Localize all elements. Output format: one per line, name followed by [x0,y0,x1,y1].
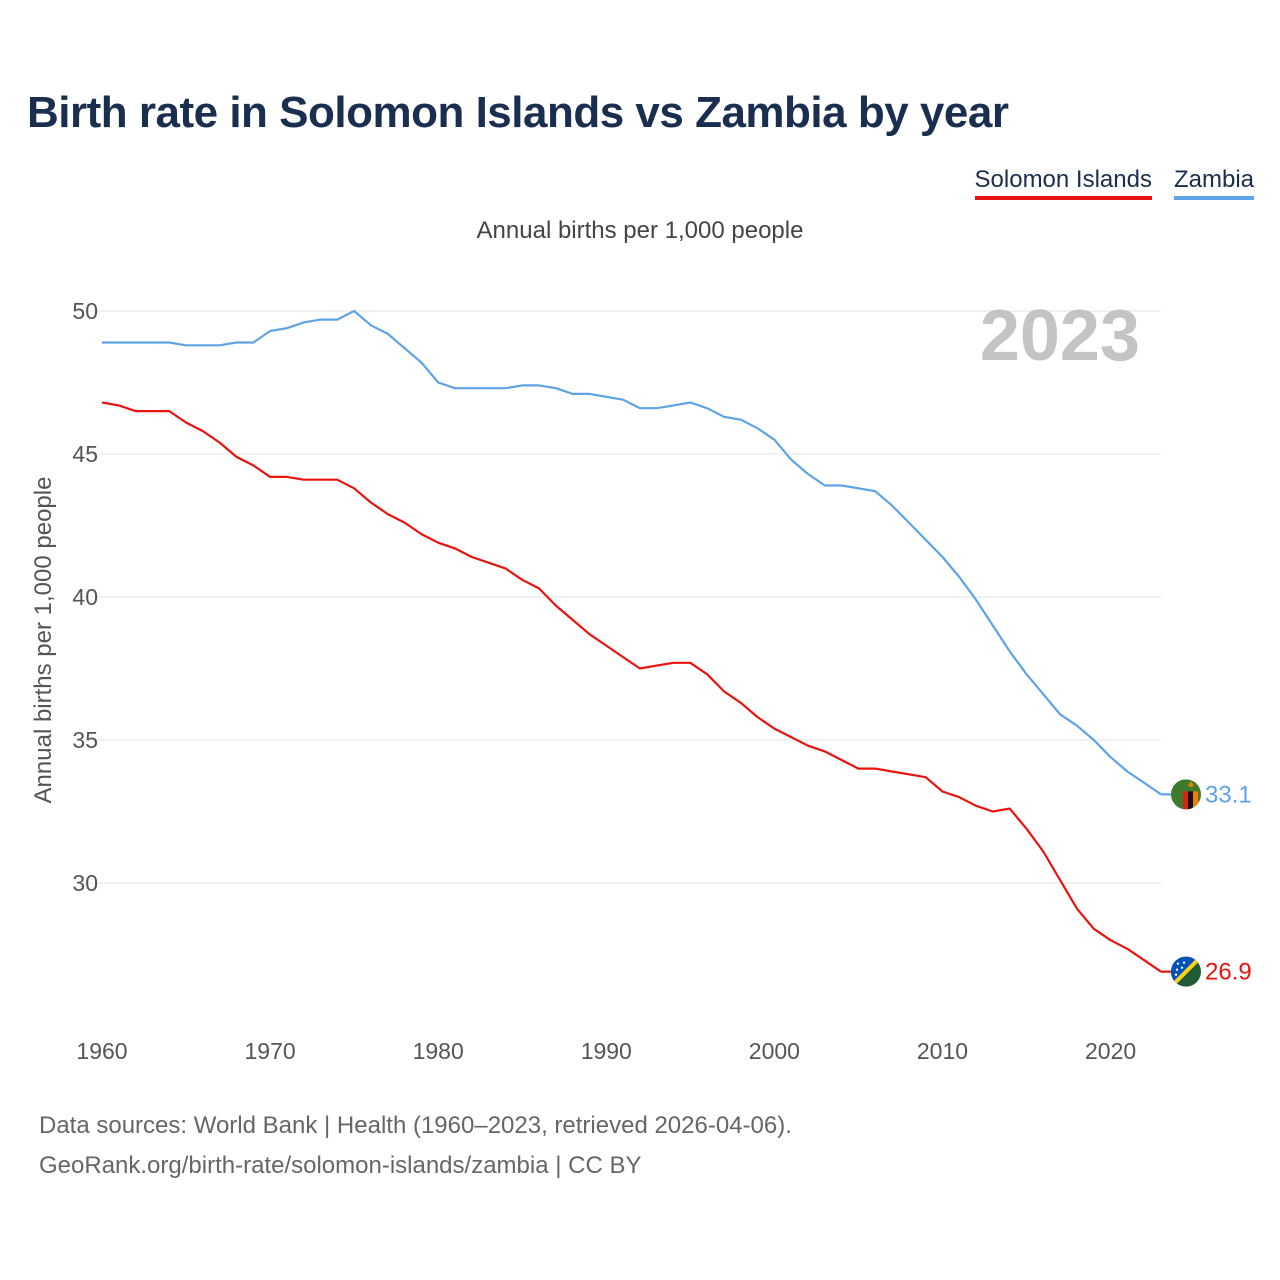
y-axis-label: Annual births per 1,000 people [30,477,57,804]
x-tick-label: 2020 [1085,1038,1136,1064]
solomon-islands-flag-icon [1171,956,1201,987]
series-end-markers: 26.9 33.1 [1161,779,1252,987]
chart-subtitle: Annual births per 1,000 people [476,217,804,244]
y-tick-label: 45 [72,441,98,467]
y-axis-ticks: 30 35 40 45 50 [72,298,98,896]
y-tick-label: 50 [72,298,98,324]
zambia-flag-icon [1171,779,1201,810]
chart-title: Birth rate in Solomon Islands vs Zambia … [27,88,1009,137]
end-value-label-zambia: 33.1 [1205,781,1252,808]
source-line-2[interactable]: GeoRank.org/birth-rate/solomon-islands/z… [39,1152,642,1179]
y-tick-label: 40 [72,584,98,610]
legend-item-solomon-islands[interactable]: Solomon Islands [974,166,1152,200]
legend: Solomon Islands Zambia [974,166,1254,200]
x-tick-label: 2010 [917,1038,968,1064]
source-note: Data sources: World Bank | Health (1960–… [39,1106,792,1186]
legend-item-zambia[interactable]: Zambia [1173,166,1254,200]
current-year-label: 2023 [980,296,1140,376]
x-tick-label: 2000 [749,1038,800,1064]
x-tick-label: 1960 [76,1038,127,1064]
y-tick-label: 35 [72,727,98,753]
x-axis-ticks: 1960 1970 1980 1990 2000 2010 2020 [76,1038,1136,1064]
x-tick-label: 1970 [245,1038,296,1064]
x-tick-label: 1990 [581,1038,632,1064]
series-line-solomon-islands[interactable] [101,401,1162,973]
y-tick-label: 30 [72,870,98,896]
source-line-1: Data sources: World Bank | Health (1960–… [39,1112,792,1139]
series-line-zambia[interactable] [102,309,1162,796]
x-tick-label: 1980 [413,1038,464,1064]
series-lines [101,309,1162,973]
end-value-label-solomon-islands: 26.9 [1205,959,1252,986]
gridlines [79,310,1161,884]
